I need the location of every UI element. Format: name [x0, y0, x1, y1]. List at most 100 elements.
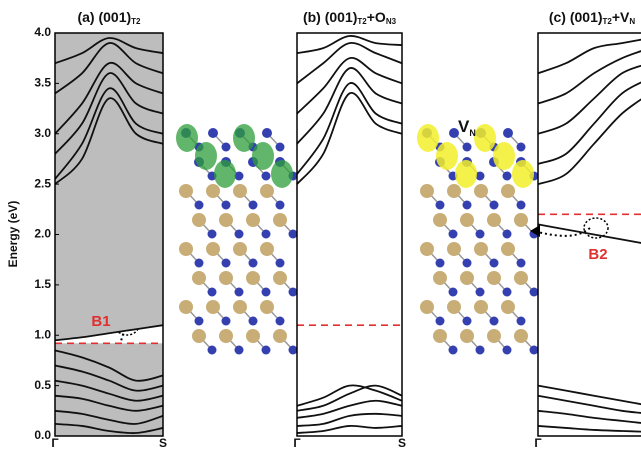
atom: [436, 317, 445, 326]
atom: [246, 213, 260, 227]
band: [297, 36, 402, 53]
x-tick-label: Γ: [534, 436, 542, 450]
atom: [262, 288, 271, 297]
panel: 0.00.51.01.52.02.53.03.54.0ΓS(a) (001)T2: [34, 9, 167, 450]
band: [538, 411, 641, 424]
y-tick-label: 3.0: [34, 126, 51, 140]
x-tick-label: Γ: [293, 436, 301, 450]
atom: [249, 317, 258, 326]
atom: [476, 288, 485, 297]
atom: [487, 213, 501, 227]
atom: [276, 317, 285, 326]
band: [538, 396, 641, 414]
atom: [262, 128, 272, 138]
atom: [208, 230, 217, 239]
atom: [476, 346, 485, 355]
title-subscript: N3: [386, 17, 397, 26]
atom: [262, 346, 271, 355]
atom: [222, 317, 231, 326]
atom: [276, 259, 285, 268]
atom: [179, 242, 193, 256]
atom: [436, 201, 445, 210]
charge-density: [271, 160, 293, 188]
atom: [260, 242, 274, 256]
atom: [195, 259, 204, 268]
charge-density: [436, 142, 458, 170]
panel-title: (a) (001)T2: [77, 9, 141, 26]
atom: [195, 201, 204, 210]
y-tick-label: 2.5: [34, 176, 51, 190]
atom: [208, 128, 218, 138]
atom: [487, 329, 501, 343]
y-axis-label: Energy (eV): [6, 201, 20, 268]
atom: [474, 242, 488, 256]
title-text: (a) (001): [77, 9, 131, 25]
atom: [503, 346, 512, 355]
atom: [503, 230, 512, 239]
atom: [219, 213, 233, 227]
atom: [262, 230, 271, 239]
atom: [262, 172, 271, 181]
atom: [463, 143, 472, 152]
atom: [517, 259, 526, 268]
atom: [503, 128, 513, 138]
atom: [449, 288, 458, 297]
x-tick-label: Γ: [51, 436, 59, 450]
charge-density: [417, 124, 439, 152]
atom: [273, 271, 287, 285]
charge-density: [176, 124, 198, 152]
atom: [449, 230, 458, 239]
atom: [233, 184, 247, 198]
atom: [208, 288, 217, 297]
title-text: +O: [367, 9, 386, 25]
atom: [433, 271, 447, 285]
charge-density: [493, 142, 515, 170]
atom: [219, 271, 233, 285]
atom: [517, 201, 526, 210]
charge-density: [474, 124, 496, 152]
label-subscript: N: [469, 128, 476, 138]
annotation: B1: [91, 313, 110, 330]
atom: [260, 184, 274, 198]
atom: [233, 242, 247, 256]
atom: [447, 242, 461, 256]
atom: [206, 242, 220, 256]
band: [297, 68, 402, 144]
y-tick-label: 0.0: [34, 428, 51, 442]
atom: [249, 201, 258, 210]
band: [538, 38, 641, 73]
atom: [487, 271, 501, 285]
x-tick-label: S: [398, 436, 406, 450]
title-text: (c) (001): [549, 9, 603, 25]
atom: [460, 329, 474, 343]
y-tick-label: 3.5: [34, 76, 51, 90]
band: [538, 93, 641, 184]
atom: [490, 259, 499, 268]
atom: [517, 143, 526, 152]
charge-density: [252, 142, 274, 170]
atom: [195, 317, 204, 326]
atom: [433, 329, 447, 343]
atom: [222, 201, 231, 210]
atom: [420, 242, 434, 256]
atom: [460, 213, 474, 227]
atom: [289, 230, 298, 239]
band: [538, 78, 641, 164]
atom: [463, 259, 472, 268]
atom: [447, 184, 461, 198]
charge-density: [195, 142, 217, 170]
atom: [420, 300, 434, 314]
atom: [273, 213, 287, 227]
annotation: B2: [588, 246, 607, 263]
atom: [276, 143, 285, 152]
atom: [420, 184, 434, 198]
y-tick-label: 2.0: [34, 227, 51, 241]
atom: [463, 201, 472, 210]
atom: [192, 329, 206, 343]
atom: [235, 288, 244, 297]
atom: [206, 184, 220, 198]
atom: [273, 329, 287, 343]
band: [538, 386, 641, 406]
panel: ΓS(c) (001)T2+VN: [534, 9, 641, 450]
